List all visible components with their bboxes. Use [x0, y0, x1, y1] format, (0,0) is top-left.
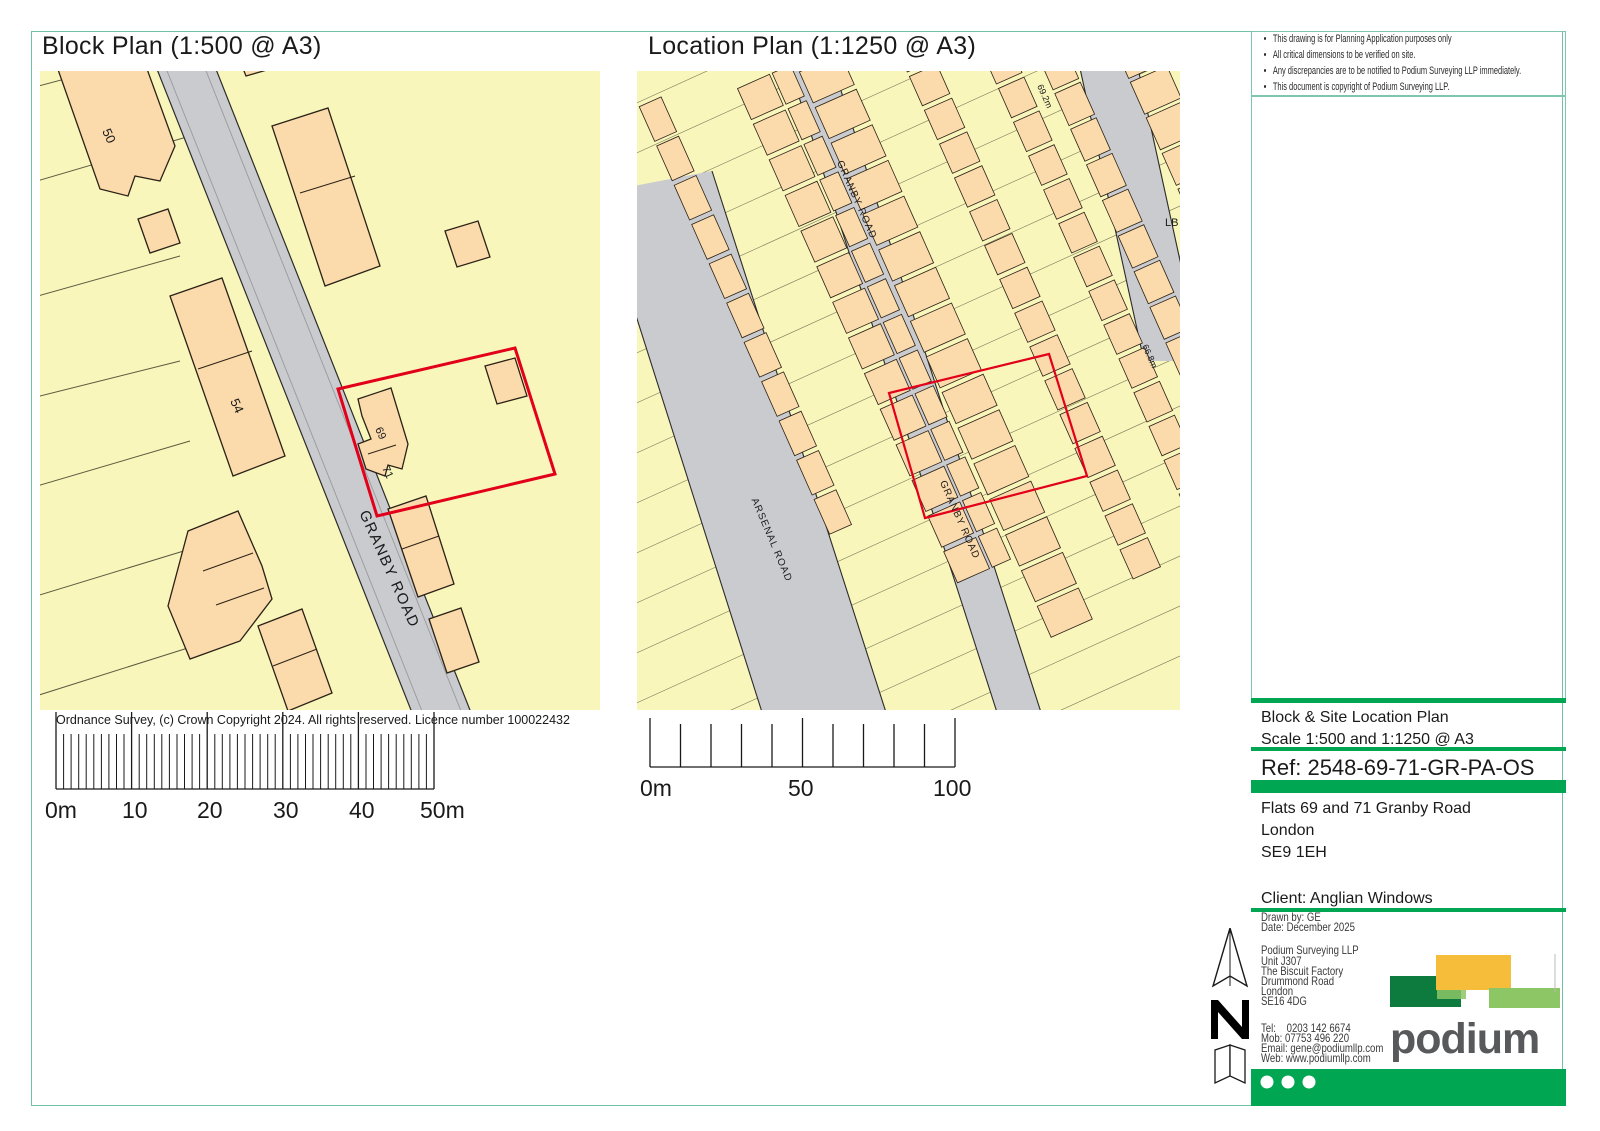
svg-text:podium: podium	[1390, 1015, 1539, 1063]
